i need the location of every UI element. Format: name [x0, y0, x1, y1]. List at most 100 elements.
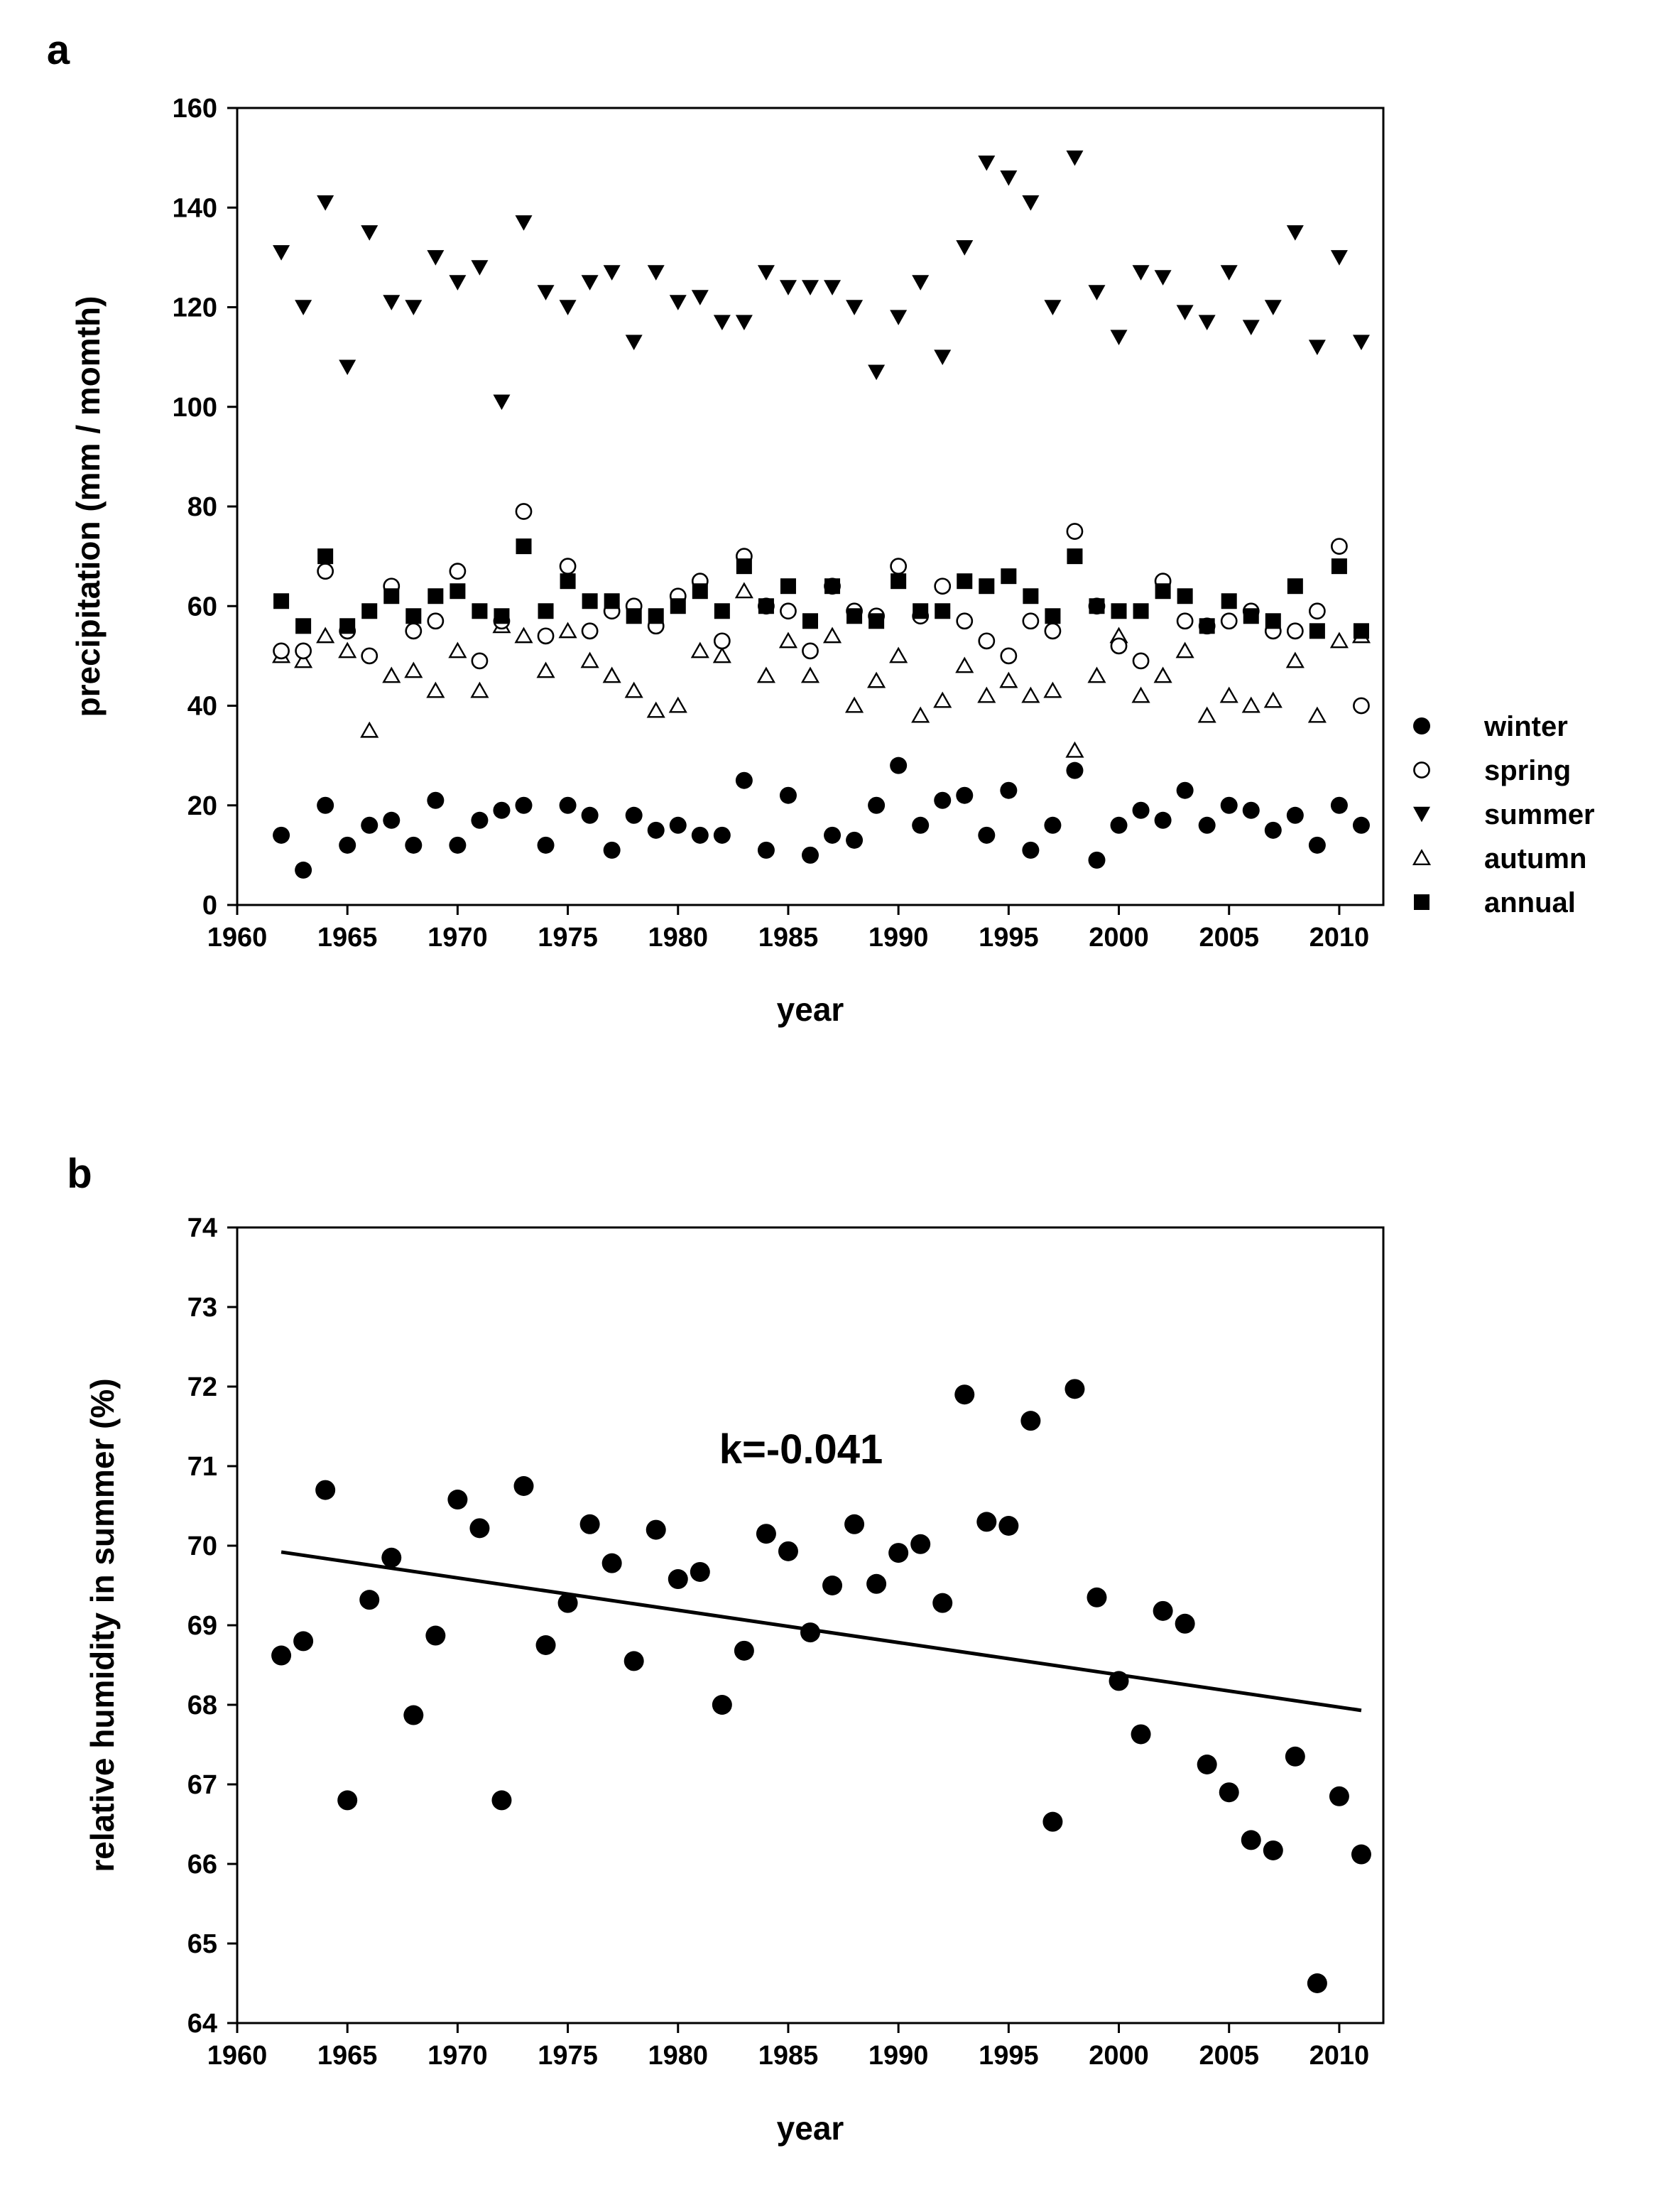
point-summer — [405, 300, 423, 315]
point-summer — [802, 280, 819, 296]
point-humidity — [1219, 1782, 1239, 1803]
series-summer — [273, 150, 1370, 411]
trend-line — [281, 1550, 1362, 1713]
point-autumn — [734, 582, 753, 599]
point-summer — [295, 300, 312, 315]
point-summer — [1022, 195, 1040, 211]
point-annual — [979, 578, 995, 595]
point-annual — [1243, 608, 1259, 624]
point-autumn — [1021, 686, 1040, 703]
panel-label-a: a — [47, 27, 70, 73]
point-winter — [339, 836, 356, 854]
y-tick-label: 120 — [173, 293, 217, 323]
plot-frame — [236, 107, 1385, 906]
point-humidity — [359, 1590, 380, 1610]
point-spring — [427, 612, 445, 630]
point-annual — [427, 588, 444, 604]
point-summer — [273, 245, 290, 261]
point-autumn — [933, 691, 952, 708]
point-winter — [978, 826, 996, 844]
x-tick-label: 1970 — [427, 2041, 488, 2071]
point-autumn — [448, 641, 467, 658]
point-winter — [1330, 796, 1348, 814]
point-winter — [1264, 821, 1282, 839]
point-humidity — [579, 1514, 600, 1534]
point-humidity — [293, 1631, 314, 1652]
point-winter — [824, 826, 842, 844]
point-spring — [295, 642, 312, 660]
point-winter — [1022, 841, 1040, 859]
point-winter — [735, 771, 753, 789]
point-annual — [1023, 588, 1039, 604]
point-autumn — [558, 622, 577, 639]
point-humidity — [381, 1547, 402, 1568]
point-spring — [1132, 652, 1150, 670]
point-autumn — [756, 666, 775, 683]
point-winter — [625, 806, 643, 824]
legend-marker-winter — [1413, 717, 1430, 734]
y-tick-label: 100 — [173, 393, 217, 423]
y-tick-label: 70 — [187, 1531, 217, 1561]
point-winter — [868, 796, 886, 814]
point-spring — [515, 503, 533, 520]
point-humidity — [910, 1534, 931, 1554]
point-annual — [494, 608, 510, 624]
point-summer — [779, 280, 797, 296]
y-tick-label: 73 — [187, 1293, 217, 1323]
slope-annotation: k=-0.041 — [719, 1426, 883, 1473]
point-humidity — [1285, 1746, 1305, 1767]
point-summer — [956, 240, 974, 256]
point-autumn — [294, 651, 313, 668]
point-annual — [1067, 548, 1083, 565]
point-humidity — [447, 1490, 468, 1510]
point-summer — [669, 295, 687, 310]
legend-marker-spring — [1413, 761, 1430, 779]
y-tick-label: 68 — [187, 1691, 217, 1720]
point-summer — [1110, 330, 1128, 345]
legend-label-spring: spring — [1484, 755, 1571, 786]
point-humidity — [513, 1476, 534, 1496]
y-tick-label: 65 — [187, 1929, 217, 1959]
x-tick-label: 1980 — [648, 2041, 708, 2071]
y-axis-title: precipitation (mm / momth) — [70, 296, 107, 717]
point-summer — [1176, 305, 1194, 320]
point-annual — [1177, 588, 1193, 604]
point-autumn — [1153, 666, 1172, 683]
point-spring — [802, 642, 819, 660]
point-annual — [714, 603, 730, 619]
x-tick-label: 1980 — [648, 923, 708, 953]
x-tick-label: 1970 — [427, 923, 488, 953]
y-tick-label: 66 — [187, 1850, 217, 1880]
point-annual — [846, 608, 863, 624]
point-autumn — [1065, 741, 1084, 758]
point-annual — [758, 598, 774, 614]
point-spring — [1331, 538, 1348, 555]
point-annual — [1265, 613, 1281, 629]
point-annual — [891, 573, 907, 590]
point-annual — [670, 598, 686, 614]
point-autumn — [1131, 686, 1150, 703]
point-spring — [1353, 697, 1370, 715]
point-autumn — [1043, 681, 1062, 698]
point-annual — [450, 583, 466, 600]
point-humidity — [1307, 1973, 1327, 1993]
point-autumn — [1197, 706, 1216, 723]
point-annual — [273, 593, 290, 609]
point-autumn — [1087, 666, 1106, 683]
point-humidity — [1351, 1844, 1371, 1865]
point-autumn — [1263, 691, 1282, 708]
x-tick-label: 1995 — [979, 923, 1039, 953]
point-autumn — [889, 646, 908, 663]
series-annual — [273, 538, 1369, 639]
point-spring — [780, 602, 797, 620]
point-summer — [890, 310, 908, 325]
x-tick-label: 1995 — [979, 2041, 1039, 2071]
point-winter — [779, 786, 797, 804]
point-spring — [1000, 647, 1018, 665]
point-annual — [1089, 598, 1105, 614]
point-summer — [1198, 315, 1216, 330]
point-annual — [1133, 603, 1149, 619]
point-autumn — [999, 671, 1018, 688]
point-winter — [295, 861, 312, 879]
point-annual — [339, 618, 356, 634]
